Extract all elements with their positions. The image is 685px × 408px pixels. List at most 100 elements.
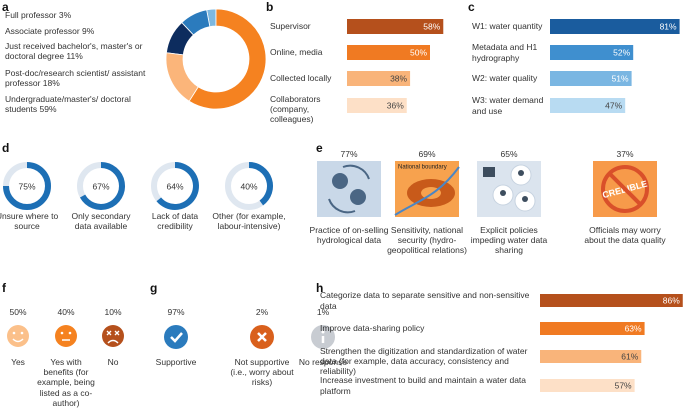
ban [601,165,649,213]
badge-dot [321,330,325,334]
category-label: Not supportive (i.e., worry about risks) [230,357,294,388]
panel-letter: f [2,281,6,295]
value-label: 57% [615,380,632,390]
category-label: Supportive [155,357,197,367]
icon [317,161,381,217]
bar [550,45,634,60]
value-label: 81% [660,21,677,31]
value-label: 51% [612,73,629,83]
category-label: No [107,357,119,367]
category-label: W1: water quantity [472,21,543,32]
eye [106,330,112,336]
category-label: Officials may worry about the data quali… [584,225,666,246]
badge-glyph [170,332,183,343]
value-label: 75% [18,181,35,191]
value-label: 63% [625,323,642,333]
bar [347,45,430,60]
face [55,325,77,347]
value-label: 38% [390,73,407,83]
bar [540,322,645,335]
category-label: Collected locally [270,73,332,84]
river [394,166,460,216]
icon-bg [317,161,381,217]
eye [60,331,64,335]
coin [350,189,366,205]
icon [311,325,335,349]
ring-arc [79,162,125,210]
value-label: 86% [663,295,680,305]
face [7,325,29,347]
value-label: 64% [166,181,183,191]
category-label: Undergraduate/master's/ doctoral student… [5,94,131,115]
category-label: Sensitivity, national security (hydro-ge… [387,225,467,256]
value-label: 77% [340,149,358,159]
category-label: Practice of on-selling hydrological data [309,225,389,246]
panel-letter: h [316,281,324,295]
category-label: Online, media [270,47,323,58]
ban-slash [608,172,642,206]
panel-letter: c [468,0,475,14]
eye [12,331,16,335]
panel-letter: a [2,0,9,14]
person-head [522,196,528,202]
bar [540,350,642,363]
icon [102,325,124,347]
category-label: W3: water demand and use [472,95,544,116]
value-label: 52% [613,47,630,57]
value-label: 1% [316,307,330,317]
value-label: 67% [92,181,109,191]
bar [347,98,407,113]
category-label: Other (for example, labour-intensive) [212,211,286,232]
bar [347,71,411,86]
bar [550,98,626,113]
category-label: Just received bachelor's, master's or do… [5,41,143,62]
bar [550,71,632,86]
annotation: National boundary [398,165,447,171]
category-label: Collaborators (company, colleagues) [270,94,321,125]
badge-glyph [257,332,267,342]
category-label: Explicit policies impeding water data sh… [470,225,548,256]
pie-slice [188,8,267,110]
person-head [500,190,506,196]
ring-arc [3,162,51,210]
category-label: Strengthen the digitization and standard… [320,346,528,377]
panel-letter: b [266,0,274,14]
bar [347,19,444,34]
category-label: Lack of data credibility [151,211,199,232]
ring-arc [248,162,273,206]
ring-arc [156,162,199,210]
value-label: 50% [410,47,427,57]
value-label: 40% [57,307,75,317]
value-label: 50% [9,307,27,317]
category-label: W2: water quality [472,73,538,84]
category-label: Categorize data to separate sensitive an… [320,290,530,311]
panel-letter: d [2,141,10,155]
category-label: Full professor 3% [5,10,72,20]
mouth [12,338,24,343]
category-label: Increase investment to build and maintai… [320,375,527,396]
coin [332,173,348,189]
value-label: 36% [387,100,404,110]
value-label: 61% [621,351,638,361]
icon [55,325,77,347]
panel-letter: e [316,141,323,155]
value-label: 10% [104,307,122,317]
bar [550,19,680,34]
icon [477,161,541,217]
icon [7,325,29,347]
category-label: Yes with benefits (for example, being li… [37,357,95,408]
building [483,167,495,177]
category-label: Yes [11,357,25,367]
category-label: Only secondary data available [71,211,131,232]
eye [68,331,72,335]
value-label: 69% [418,149,436,159]
category-label: Supervisor [270,21,311,32]
icon [164,325,188,349]
category-label: Associate professor 9% [5,26,95,36]
cycle-arrow [342,164,370,180]
value-label: 2% [255,307,269,317]
panel-letter: g [150,281,158,295]
eye [20,331,24,335]
